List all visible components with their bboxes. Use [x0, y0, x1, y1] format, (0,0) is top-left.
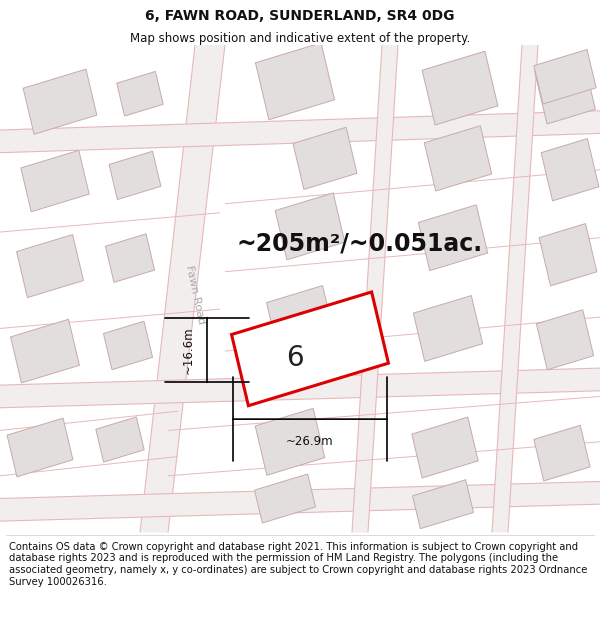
- Polygon shape: [266, 286, 334, 349]
- Polygon shape: [117, 71, 163, 116]
- Polygon shape: [0, 368, 600, 408]
- Polygon shape: [11, 319, 79, 383]
- Polygon shape: [413, 296, 482, 361]
- Text: 6: 6: [286, 344, 304, 372]
- Polygon shape: [534, 425, 590, 481]
- Text: Map shows position and indicative extent of the property.: Map shows position and indicative extent…: [130, 32, 470, 46]
- Polygon shape: [535, 57, 595, 124]
- Polygon shape: [23, 69, 97, 134]
- Polygon shape: [256, 43, 335, 120]
- Polygon shape: [0, 481, 600, 521]
- Polygon shape: [106, 234, 155, 282]
- Polygon shape: [536, 310, 593, 370]
- Polygon shape: [7, 418, 73, 477]
- Polygon shape: [412, 417, 478, 478]
- Polygon shape: [418, 205, 488, 271]
- Polygon shape: [103, 321, 152, 369]
- Polygon shape: [492, 45, 538, 532]
- Polygon shape: [96, 417, 144, 462]
- Polygon shape: [17, 234, 83, 298]
- Text: ~16.6m: ~16.6m: [182, 326, 195, 374]
- Polygon shape: [232, 292, 388, 406]
- Polygon shape: [275, 193, 345, 260]
- Text: Fawn Road: Fawn Road: [184, 264, 206, 325]
- Polygon shape: [109, 151, 161, 199]
- Polygon shape: [254, 474, 316, 523]
- Polygon shape: [539, 224, 597, 286]
- Polygon shape: [255, 408, 325, 475]
- Polygon shape: [140, 45, 225, 532]
- Polygon shape: [21, 151, 89, 212]
- Polygon shape: [424, 126, 492, 191]
- Text: 6, FAWN ROAD, SUNDERLAND, SR4 0DG: 6, FAWN ROAD, SUNDERLAND, SR4 0DG: [145, 9, 455, 23]
- Polygon shape: [413, 479, 473, 529]
- Polygon shape: [0, 111, 600, 152]
- Polygon shape: [352, 45, 398, 532]
- Polygon shape: [534, 49, 596, 104]
- Polygon shape: [541, 139, 599, 201]
- Text: ~205m²/~0.051ac.: ~205m²/~0.051ac.: [237, 231, 483, 256]
- Text: Contains OS data © Crown copyright and database right 2021. This information is : Contains OS data © Crown copyright and d…: [9, 542, 587, 586]
- Text: ~26.9m: ~26.9m: [286, 435, 334, 448]
- Polygon shape: [422, 51, 498, 125]
- Polygon shape: [293, 127, 357, 189]
